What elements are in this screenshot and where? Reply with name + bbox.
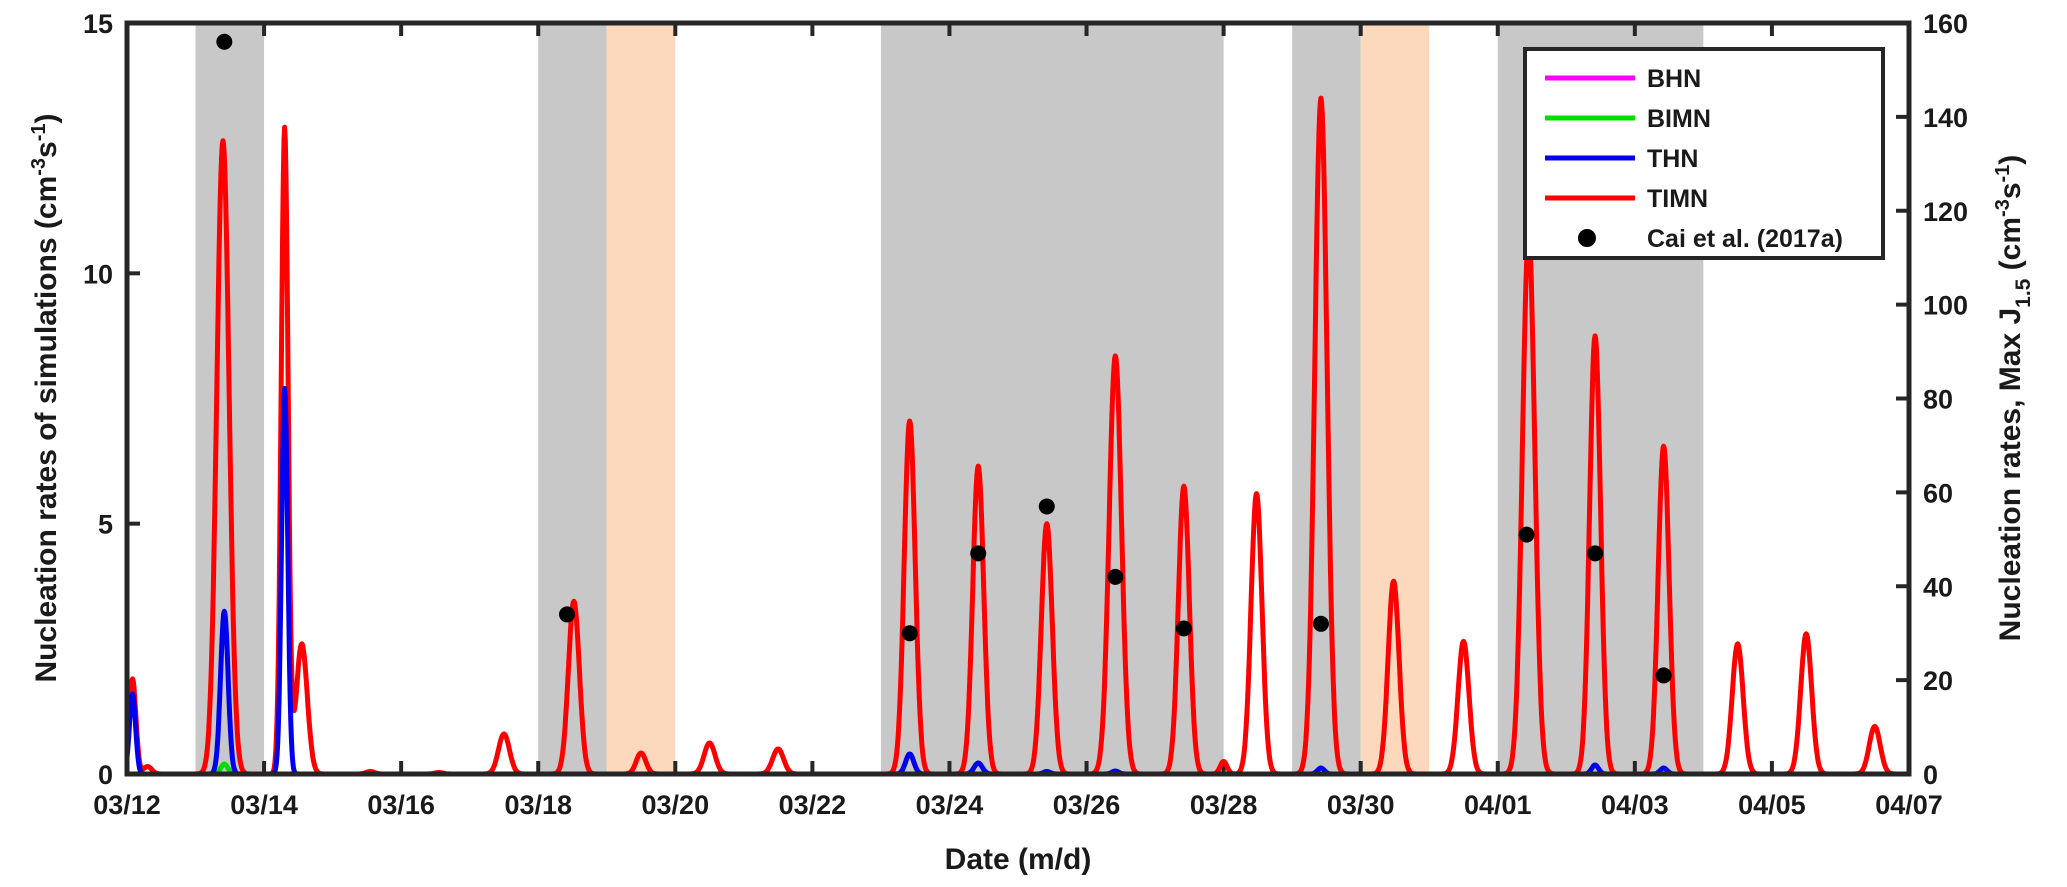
y-axis-left-title: Nucleation rates of simulations (cm-3s-1… — [28, 113, 63, 682]
observation-point — [1038, 498, 1055, 515]
x-tick-label: 03/22 — [779, 790, 847, 820]
legend-marker-observation — [1578, 229, 1596, 247]
observation-point — [216, 33, 233, 50]
y-right-tick-label: 0 — [1923, 760, 1938, 790]
x-tick-label: 04/07 — [1875, 790, 1943, 820]
x-tick-label: 04/01 — [1464, 790, 1532, 820]
x-tick-label: 03/18 — [504, 790, 572, 820]
y-left-tick-label: 0 — [98, 760, 113, 790]
y-right-tick-label: 20 — [1923, 666, 1953, 696]
y-right-tick-label: 60 — [1923, 478, 1953, 508]
plot-frame — [124, 20, 1912, 777]
shaded-region-2 — [606, 23, 676, 774]
x-tick-label: 04/03 — [1601, 790, 1669, 820]
shaded-region-5 — [1360, 23, 1430, 774]
legend-label: Cai et al. (2017a) — [1647, 225, 1843, 253]
x-tick-label: 03/24 — [916, 790, 984, 820]
legend: BHN BIMN THN TIMN Cai et al. (2017a) — [1523, 47, 1885, 260]
legend-label: TIMN — [1647, 185, 1708, 213]
y-right-tick-label: 40 — [1923, 572, 1953, 602]
observation-point — [1587, 545, 1604, 562]
y-right-tick-label: 100 — [1923, 291, 1968, 321]
y-left-tick-label: 10 — [83, 259, 113, 289]
x-tick-label: 03/16 — [367, 790, 435, 820]
x-tick-label: 04/05 — [1738, 790, 1806, 820]
x-tick-label: 03/30 — [1327, 790, 1395, 820]
x-tick-label: 03/14 — [230, 790, 298, 820]
y-right-tick-label: 120 — [1923, 197, 1968, 227]
x-axis-title: Date (m/d) — [945, 843, 1092, 876]
shaded-regions — [195, 23, 1704, 774]
observation-point — [1655, 667, 1672, 684]
legend-label: BHN — [1647, 65, 1701, 93]
observation-points — [216, 33, 1672, 684]
x-tick-label: 03/28 — [1190, 790, 1258, 820]
observation-point — [970, 545, 987, 562]
x-tick-labels: 03/12 03/14 03/16 03/18 03/20 03/22 03/24 03/26… — [93, 790, 1943, 820]
observation-point — [1107, 568, 1124, 585]
x-tick-label: 03/26 — [1053, 790, 1121, 820]
y-axis-right-title: Nucleation rates, Max J1.5 (cm-3s-1) — [1992, 155, 2035, 642]
legend-box — [1523, 47, 1885, 260]
y-left-tick-label: 15 — [83, 9, 113, 39]
y-right-tick-label: 140 — [1923, 103, 1968, 133]
x-tick-label: 03/12 — [93, 790, 161, 820]
y-right-tick-label: 160 — [1923, 9, 1968, 39]
y-right-tick-labels: 0 20 40 60 80 100 120 140 160 — [1923, 9, 1968, 790]
observation-point — [1518, 526, 1535, 543]
observation-point — [1312, 615, 1329, 632]
x-tick-label: 03/20 — [642, 790, 710, 820]
legend-label: BIMN — [1647, 105, 1711, 133]
legend-label: THN — [1647, 145, 1698, 173]
y-left-tick-label: 5 — [98, 510, 113, 540]
observation-point — [901, 625, 918, 642]
y-right-tick-label: 80 — [1923, 385, 1953, 415]
y-left-tick-labels: 0 5 10 15 — [83, 9, 113, 790]
observation-point — [1175, 620, 1192, 637]
shaded-region-1 — [538, 23, 607, 774]
observation-point — [559, 606, 576, 623]
